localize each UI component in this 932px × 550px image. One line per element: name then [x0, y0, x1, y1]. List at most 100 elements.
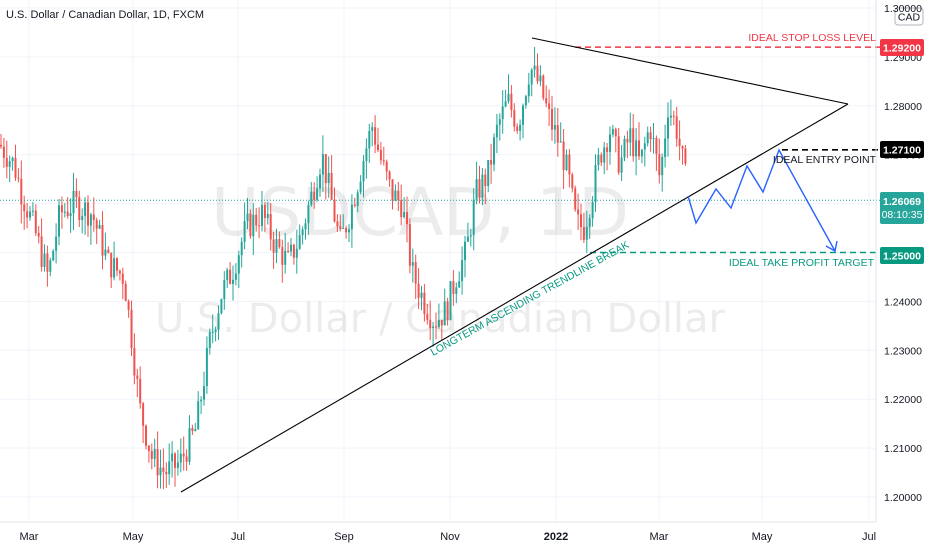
candle-body: [640, 149, 643, 157]
candle-body: [214, 329, 217, 332]
candle-body: [356, 192, 359, 206]
candle-body: [574, 188, 577, 210]
candle: [632, 113, 635, 162]
candle-body: [475, 179, 478, 200]
candle: [481, 168, 484, 206]
candle-body: [382, 160, 385, 162]
candle: [658, 138, 661, 184]
candle: [411, 248, 414, 283]
candle: [588, 214, 591, 239]
candle-body: [522, 105, 524, 125]
candle-body: [353, 204, 356, 206]
candle-body: [234, 273, 237, 280]
candle: [269, 203, 272, 251]
candle-body: [432, 326, 435, 329]
candle-body: [339, 226, 342, 229]
candle: [307, 200, 310, 235]
candle-body: [655, 138, 658, 155]
candle: [208, 328, 211, 355]
candle: [585, 210, 588, 253]
candle: [23, 195, 26, 230]
candle: [165, 462, 168, 488]
candle: [205, 336, 208, 394]
candle-body: [49, 260, 52, 272]
candle: [461, 246, 464, 295]
candle-body: [524, 96, 527, 106]
candle-body: [336, 221, 339, 227]
watermark-name: U.S. Dollar / Canadian Dollar: [155, 296, 726, 342]
candle-body: [165, 471, 168, 475]
candle: [664, 124, 667, 168]
candle: [553, 107, 556, 144]
candle-body: [481, 174, 484, 198]
candle: [403, 197, 406, 219]
candle: [510, 85, 513, 118]
candle: [200, 396, 203, 415]
candle-body: [5, 157, 8, 167]
y-tick-label: 1.20000: [884, 492, 922, 504]
candle-body: [211, 331, 214, 333]
candle: [330, 155, 333, 200]
candle-body: [258, 225, 261, 227]
candle: [46, 245, 49, 287]
candle-body: [304, 223, 307, 230]
candle: [8, 155, 11, 183]
candle: [478, 165, 481, 204]
candle-body: [26, 211, 29, 218]
candle: [539, 65, 542, 87]
candle-body: [577, 209, 580, 215]
take-profit-price-tag: [880, 247, 924, 264]
currency-badge-label[interactable]: CAD: [898, 12, 921, 24]
candle-body: [527, 84, 530, 97]
candle-body: [63, 211, 66, 213]
candle: [675, 106, 678, 147]
stop-loss-annotation: IDEAL STOP LOSS LEVEL: [748, 32, 876, 44]
candle-body: [0, 144, 2, 147]
candle: [640, 149, 643, 164]
candle-body: [585, 226, 588, 240]
candle-body: [449, 281, 452, 320]
candle: [101, 211, 104, 270]
candle: [89, 212, 92, 245]
candle: [58, 198, 60, 246]
candle: [321, 135, 324, 192]
candle: [29, 206, 31, 221]
candle-body: [249, 213, 252, 237]
candle-body: [217, 313, 220, 330]
currency-badge[interactable]: CAD: [894, 7, 924, 26]
candle: [14, 144, 17, 181]
stop-loss-price-tag: [880, 39, 924, 56]
candle: [490, 143, 493, 184]
candle-body: [478, 179, 481, 198]
candle: [5, 140, 8, 179]
candle: [261, 191, 263, 232]
candle-body: [37, 232, 40, 237]
x-tick-label: Nov: [440, 531, 460, 543]
x-tick-label: Sep: [334, 531, 354, 543]
candle-body: [667, 117, 669, 139]
x-axis[interactable]: Mar May Jul Sep Nov 2022 Mar May Jul: [0, 521, 876, 543]
candle: [31, 201, 34, 217]
candle-body: [133, 348, 136, 376]
candle: [298, 224, 301, 250]
candle: [580, 203, 582, 241]
candle: [113, 241, 116, 281]
candle: [339, 214, 342, 232]
candle: [548, 89, 551, 126]
candle: [420, 285, 423, 311]
candle-body: [226, 269, 229, 281]
candle: [130, 300, 133, 357]
candle-body: [591, 202, 594, 219]
candle-body: [107, 249, 110, 253]
candle: [472, 188, 475, 251]
candle-body: [437, 320, 440, 327]
candle: [458, 271, 461, 288]
currency-badge-box[interactable]: [894, 7, 924, 26]
candle-body: [507, 93, 510, 102]
take-profit-price-label: 1.25000: [883, 251, 921, 263]
candle-body: [493, 137, 495, 165]
candle: [69, 198, 72, 233]
candle-body: [379, 149, 382, 161]
candle: [243, 202, 246, 250]
